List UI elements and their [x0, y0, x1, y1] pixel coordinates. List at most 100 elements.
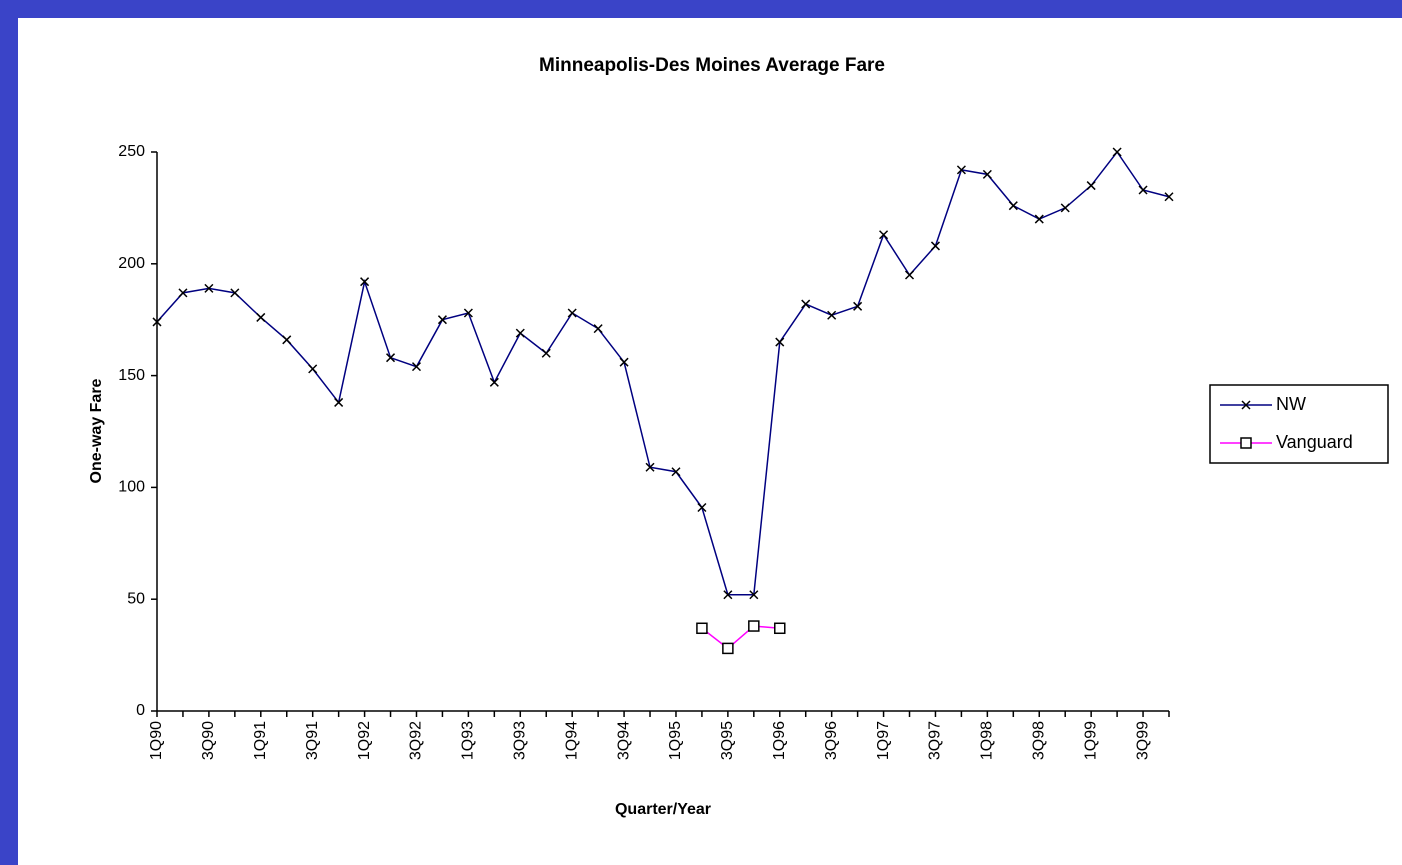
marker-x: [334, 397, 344, 407]
marker-x: [619, 357, 629, 367]
marker-x: [360, 277, 370, 287]
series-line: [156, 150, 1170, 596]
data-point: [1060, 203, 1070, 213]
x-tick-label: 3Q94: [615, 721, 632, 760]
data-point: [748, 620, 760, 632]
x-tick-label: 3Q91: [304, 721, 321, 760]
marker-x: [956, 165, 966, 175]
data-point: [619, 357, 629, 367]
marker-x: [178, 288, 188, 298]
marker-x: [386, 353, 396, 363]
data-point: [1086, 181, 1096, 191]
legend-box: [1209, 384, 1389, 464]
y-tick-label: 50: [127, 590, 145, 607]
y-tick-label: 0: [136, 702, 145, 719]
data-point: [256, 312, 266, 322]
x-tick-label: 3Q92: [408, 721, 425, 760]
legend-marker: [1241, 400, 1251, 410]
data-point: [774, 622, 786, 635]
data-point: [801, 299, 811, 309]
data-point: [671, 467, 681, 477]
marker-x: [515, 328, 525, 338]
y-tick-label: 250: [118, 143, 145, 160]
marker-x: [230, 288, 240, 298]
marker-x: [697, 502, 707, 513]
marker-x: [593, 324, 603, 334]
marker-x: [437, 315, 447, 325]
x-tick-label: 3Q98: [1030, 721, 1047, 760]
data-point: [645, 462, 655, 472]
data-point: [282, 335, 292, 345]
data-point: [489, 377, 499, 387]
data-point: [204, 283, 214, 293]
data-point: [749, 590, 759, 600]
x-tick-label: 1Q91: [252, 721, 269, 760]
marker-x: [1008, 201, 1018, 211]
marker-x: [1034, 214, 1044, 224]
marker-x: [463, 308, 473, 318]
data-point: [230, 288, 240, 298]
x-tick-label: 1Q93: [460, 721, 477, 760]
data-point: [904, 270, 915, 280]
marker-x: [853, 301, 863, 311]
marker-x: [827, 310, 837, 320]
x-tick-label: 1Q98: [979, 721, 996, 760]
data-point: [1138, 185, 1148, 195]
marker-x: [982, 169, 992, 179]
legend-marker: [1240, 437, 1252, 449]
data-point: [697, 502, 707, 513]
data-point: [360, 277, 370, 287]
y-axis-title: One-way Fare: [88, 378, 105, 483]
x-tick-label: 1Q95: [667, 721, 684, 760]
legend-label: NW: [1276, 394, 1306, 414]
data-point: [723, 590, 733, 600]
x-tick-label: 1Q96: [771, 721, 788, 760]
marker-x: [775, 337, 785, 347]
marker-x: [1164, 192, 1174, 202]
x-tick-label: 1Q94: [563, 721, 580, 760]
data-point: [463, 308, 473, 318]
data-point: [178, 288, 188, 298]
marker-x: [879, 230, 889, 240]
marker-x: [749, 590, 759, 600]
marker-x: [801, 299, 811, 309]
marker-x: [1241, 400, 1251, 410]
data-point: [1034, 214, 1044, 224]
data-point: [1112, 147, 1122, 157]
y-tick-label: 100: [118, 479, 145, 496]
marker-x: [489, 377, 499, 387]
series-line: [701, 625, 780, 650]
marker-x: [1112, 147, 1122, 157]
data-point: [1008, 201, 1018, 211]
marker-x: [904, 270, 915, 280]
y-tick-label: 200: [118, 255, 145, 272]
x-tick-label: 1Q97: [875, 721, 892, 760]
marker-x: [645, 462, 655, 472]
data-point: [437, 315, 447, 325]
x-tick-label: 1Q90: [148, 721, 165, 760]
x-tick-label: 1Q92: [356, 721, 373, 760]
marker-x: [723, 590, 733, 600]
data-point: [982, 169, 992, 179]
x-tick-label: 3Q90: [200, 721, 217, 760]
marker-x: [1060, 203, 1070, 213]
data-point: [956, 165, 966, 175]
data-point: [411, 362, 422, 372]
marker-x: [541, 348, 551, 358]
data-point: [827, 310, 837, 320]
marker-x: [204, 283, 214, 293]
marker-x: [671, 467, 681, 477]
marker-x: [282, 335, 292, 345]
marker-x: [411, 362, 422, 372]
data-point: [879, 230, 889, 240]
marker-x: [1086, 181, 1096, 191]
x-tick-label: 3Q96: [823, 721, 840, 760]
marker-x: [152, 317, 162, 327]
marker-x: [1138, 185, 1148, 195]
data-point: [386, 353, 396, 363]
chart-background: [18, 18, 1402, 865]
data-point: [696, 622, 708, 635]
marker-x: [308, 364, 318, 374]
marker-x: [567, 308, 577, 318]
